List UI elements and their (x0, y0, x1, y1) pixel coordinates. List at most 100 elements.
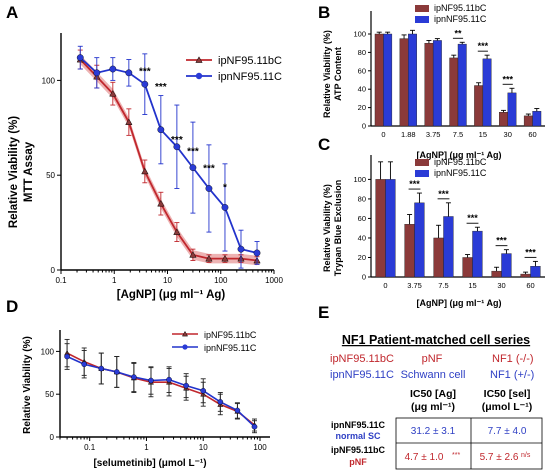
panel-a-ylabel-2: MTT Assay (23, 141, 35, 202)
series-1-point (251, 423, 258, 430)
panel-c-ylabel-2: Trypan Blue Exclusion (333, 180, 343, 277)
c-y-tick-label: 60 (358, 214, 366, 223)
significance-label: ** (454, 28, 462, 38)
series-0-line (66, 352, 256, 426)
series-1-point (217, 399, 224, 405)
d-y-tick-label: 0 (50, 433, 55, 442)
panel-e-col1-head-a: IC50 [Ag] (410, 388, 456, 400)
panel-e-row1-line: ipNF95.11bC (330, 353, 394, 365)
panel-e-table: NF1 Patient-matched cell series ipNF95.1… (330, 333, 543, 470)
panel-b-chart: Relative Viability (%) ATP Content [AgNP… (322, 3, 545, 160)
panel-d-ylabel: Relative Viability (%) (22, 336, 33, 434)
bar-0-60 (523, 115, 533, 127)
series-0-point (141, 167, 149, 175)
bar-1-15 (482, 58, 492, 127)
panel-e-cell-r1c1: 31.2 ± 3.1 (411, 426, 456, 437)
significance-label: *** (171, 135, 183, 146)
c-y-tick-label: 40 (358, 233, 366, 242)
panel-e-col2-head-a: IC50 [sel] (484, 388, 531, 400)
panel-e-table-border (395, 417, 543, 470)
series-1-point (109, 65, 117, 73)
c-x-tick-label: 7.5 (438, 281, 448, 290)
panel-d-xlabel: [selumetinib] (μmol L⁻¹) (93, 458, 206, 469)
legend-0-swatch (415, 159, 429, 166)
bar-0-15 (474, 85, 484, 127)
series-0-point (125, 118, 133, 125)
significance-label: *** (203, 163, 215, 174)
legend-0-marker (181, 330, 189, 337)
bar-1-7.5 (443, 216, 454, 278)
d-x-tick-label: 100 (253, 443, 267, 452)
series-1-point (157, 126, 165, 134)
a-x-tick-label: 0.1 (55, 276, 67, 285)
legend-0-label: ipNF95.11bC (434, 3, 487, 13)
b-x-tick-label: 30 (504, 130, 512, 139)
panel-d-chart: Relative Viability (%) [selumetinib] (μm… (22, 330, 270, 469)
legend-1-marker (182, 344, 188, 350)
a-x-tick-label: 1000 (265, 276, 283, 285)
series-1-point (166, 376, 172, 383)
panel-e-t-row1-sub: normal SC (335, 431, 381, 441)
b-y-tick-label: 0 (362, 122, 366, 131)
b-y-tick-label: 60 (358, 66, 366, 75)
bar-0-3.75 (404, 224, 415, 278)
panel-e-letter: E (318, 303, 329, 322)
legend-0-swatch (415, 5, 429, 12)
panel-e-t-row2-sub: pNF (349, 457, 367, 467)
b-x-tick-label: 7.5 (453, 130, 463, 139)
panel-e-col1-head-b: (μg ml⁻¹) (411, 401, 455, 413)
bar-0-60 (520, 273, 531, 278)
series-1-point (64, 353, 70, 360)
series-0-point (221, 254, 229, 262)
panel-e-title: NF1 Patient-matched cell series (342, 333, 530, 347)
a-x-tick-label: 1 (112, 276, 117, 285)
panel-b-ylabel-2: ATP Content (333, 47, 343, 101)
d-y-tick-label: 100 (41, 347, 55, 356)
legend-1-label: ipnNF95.11C (218, 71, 282, 83)
series-1-point (113, 369, 120, 375)
series-1-point (189, 164, 197, 172)
c-x-tick-label: 0 (383, 281, 387, 290)
series-0-point (189, 251, 197, 258)
series-0-point (173, 228, 181, 235)
legend-0-label: ipNF95.11bC (204, 330, 257, 340)
series-1-point (205, 185, 213, 192)
panel-a-ylabel-1: Relative Viability (%) (8, 116, 20, 228)
a-y-tick-label: 0 (51, 266, 56, 275)
series-1-point (173, 143, 181, 151)
c-y-tick-label: 80 (358, 194, 366, 203)
series-1-point (183, 382, 189, 389)
legend-1-label: ipnNF95.11C (204, 343, 257, 353)
series-0-line (79, 58, 258, 262)
series-1-point (234, 407, 241, 414)
bar-1-3.75 (414, 202, 425, 278)
series-0-point (109, 89, 117, 97)
c-y-tick-label: 0 (362, 273, 366, 282)
significance-label: *** (187, 146, 199, 157)
legend-1-swatch (415, 16, 429, 23)
panel-c-letter: C (318, 135, 330, 154)
a-x-tick-label: 100 (214, 276, 228, 285)
legend-1-marker (195, 72, 203, 80)
b-x-tick-label: 0 (381, 130, 385, 139)
significance-label: * (223, 182, 227, 193)
panel-e-row2-line: ipnNF95.11C (330, 369, 394, 381)
bar-1-3.75 (432, 40, 442, 127)
panel-e-row1-type: pNF (422, 353, 443, 365)
c-y-tick-label: 20 (358, 253, 366, 262)
bar-0-15 (462, 257, 473, 278)
significance-label: *** (139, 67, 151, 78)
panel-b-ylabel-1: Relative Viability (%) (322, 30, 332, 118)
series-1-point (81, 361, 87, 368)
significance-label: *** (525, 247, 536, 257)
panel-c-ylabel-1: Relative Viability (%) (322, 184, 332, 272)
panel-d-letter: D (6, 297, 18, 316)
panel-c-xlabel: [AgNP] (μg ml⁻¹ Ag) (417, 298, 502, 308)
d-x-tick-label: 10 (199, 443, 208, 452)
a-y-tick-label: 100 (42, 76, 56, 85)
legend-0-label: ipNF95.11bC (434, 157, 487, 167)
d-y-tick-label: 50 (45, 390, 54, 399)
legend-0-label: ipNF95.11bC (218, 55, 282, 67)
panel-a-xlabel: [AgNP] (μg ml⁻¹ Ag) (117, 289, 226, 301)
